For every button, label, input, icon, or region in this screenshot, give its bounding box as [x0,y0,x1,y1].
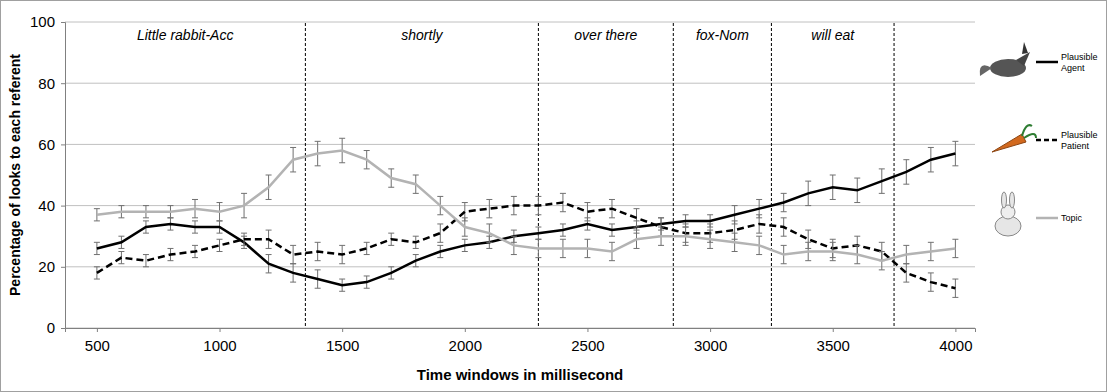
y-axis-line [61,23,66,329]
x-tick-label: 3500 [817,337,850,354]
y-tick-label: 60 [38,136,55,153]
icon-part [980,65,992,76]
y-axis: 0 20 40 60 80 100 [30,13,66,336]
y-tick: 40 [38,197,65,214]
grid-line [65,266,975,267]
y-tick-label: 80 [38,75,55,92]
legend-label: PlausibleAgent [1061,52,1098,73]
y-tick: 60 [38,136,65,153]
legend: PlausibleAgent PlausiblePatient Topic [980,42,1098,236]
region-boundary [538,22,539,328]
frame [1,1,1107,392]
series-line [97,154,955,286]
icon-part [1010,192,1015,208]
y-tick-mark [61,144,65,145]
error-bar [903,264,909,282]
x-tick-mark [710,328,711,332]
x-tick: 3500 [817,328,850,354]
x-tick-label: 4000 [939,337,972,354]
x-axis: 500 1000 1500 2000 2500 3000 3500 4000 [66,328,976,354]
series-line [97,203,955,289]
x-axis-line [66,329,976,333]
plot-area [94,22,958,328]
legend-icon [995,192,1021,236]
y-tick-mark [61,22,65,23]
x-tick-label: 1500 [326,337,359,354]
y-tick-label: 100 [30,13,55,30]
y-tick-label: 0 [47,319,55,336]
error-bars [94,141,958,291]
legend-label: Topic [1061,213,1083,223]
x-tick-mark [97,328,98,332]
icon-part [1022,42,1028,54]
icon-part [1016,52,1030,66]
region-label: fox-Nom [696,27,749,43]
grid-line [65,83,975,84]
y-tick: 20 [38,258,65,275]
grid-line [65,144,975,145]
y-tick-mark [61,267,65,268]
x-tick-label: 3000 [694,337,727,354]
legend-swatch [1036,139,1058,142]
x-tick: 2500 [571,328,604,354]
error-bars [94,193,958,297]
y-tick-label: 40 [38,197,55,214]
x-tick-label: 2500 [571,337,604,354]
x-tick: 3000 [694,328,727,354]
region-boundary [771,22,772,328]
x-tick-label: 1000 [203,337,236,354]
series-line [97,151,955,261]
grid-line [65,22,975,23]
region-label: shortly [401,27,443,43]
x-tick: 2000 [449,328,482,354]
icon-part [992,134,1026,152]
legend-swatch [1036,61,1058,64]
chart: 0 20 40 60 80 100 500 1000 1500 2000 2500 3000 3500 4… [0,0,1107,392]
x-tick-mark [220,328,221,332]
y-tick-mark [61,206,65,207]
x-tick: 500 [85,328,110,354]
region-label: will eat [811,27,855,43]
region-boundary [305,22,306,328]
legend-swatch [1036,217,1058,220]
y-tick: 100 [30,13,65,30]
x-tick-label: 500 [85,337,110,354]
legend-label: PlausiblePatient [1061,130,1098,151]
y-tick-mark [61,83,65,84]
x-axis-title: Time windows in millisecond [417,366,623,383]
grid-line [65,205,975,206]
y-tick: 80 [38,75,65,92]
x-tick-label: 2000 [449,337,482,354]
icon-part [1022,125,1036,138]
region-label: Little rabbit-Acc [137,27,233,43]
region-label: over there [574,27,637,43]
region-boundary [673,22,674,328]
y-axis-title: Percentage of looks to each referent [7,54,23,296]
legend-icon [992,125,1036,152]
grid [65,22,975,328]
x-tick: 1000 [203,328,236,354]
legend-icon [980,42,1030,77]
x-tick-mark [833,328,834,332]
error-bars [94,138,958,270]
x-tick-mark [587,328,588,332]
y-tick-label: 20 [38,258,55,275]
y-tick-mark [61,328,65,329]
x-tick: 4000 [939,328,972,354]
y-tick: 0 [47,319,65,336]
x-tick-mark [955,328,956,332]
x-tick: 1500 [326,328,359,354]
region-boundary [894,22,895,328]
x-tick-mark [342,328,343,332]
icon-part [1002,192,1007,208]
x-tick-mark [465,328,466,332]
